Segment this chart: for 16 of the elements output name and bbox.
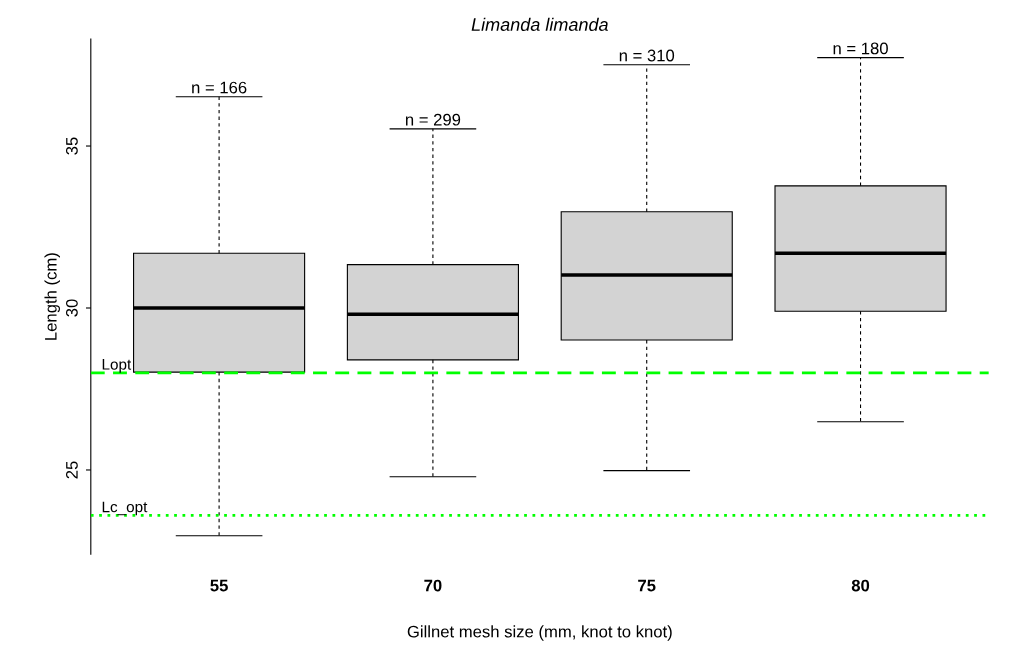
chart-title: Limanda limanda (471, 17, 608, 31)
y-tick-label: 30 (65, 299, 78, 317)
x-tick-label: 55 (210, 579, 228, 592)
y-tick-label: 35 (65, 137, 78, 155)
x-tick-label: 80 (851, 579, 870, 592)
annotation: n = 310 (619, 49, 675, 62)
y-axis-title: Length (cm) (44, 253, 60, 340)
ref-line-label: Lopt (102, 359, 132, 373)
annotation: n = 166 (192, 81, 247, 94)
x-tick-label: 70 (424, 579, 442, 592)
y-tick-label: 25 (65, 461, 78, 479)
x-tick-label: 75 (638, 579, 656, 592)
ref-line-label: Lc_opt (102, 501, 148, 516)
annotation: n = 180 (833, 42, 888, 55)
x-axis-title: Gillnet mesh size (mm, knot to knot) (407, 625, 672, 641)
annotation: n = 299 (405, 113, 461, 126)
